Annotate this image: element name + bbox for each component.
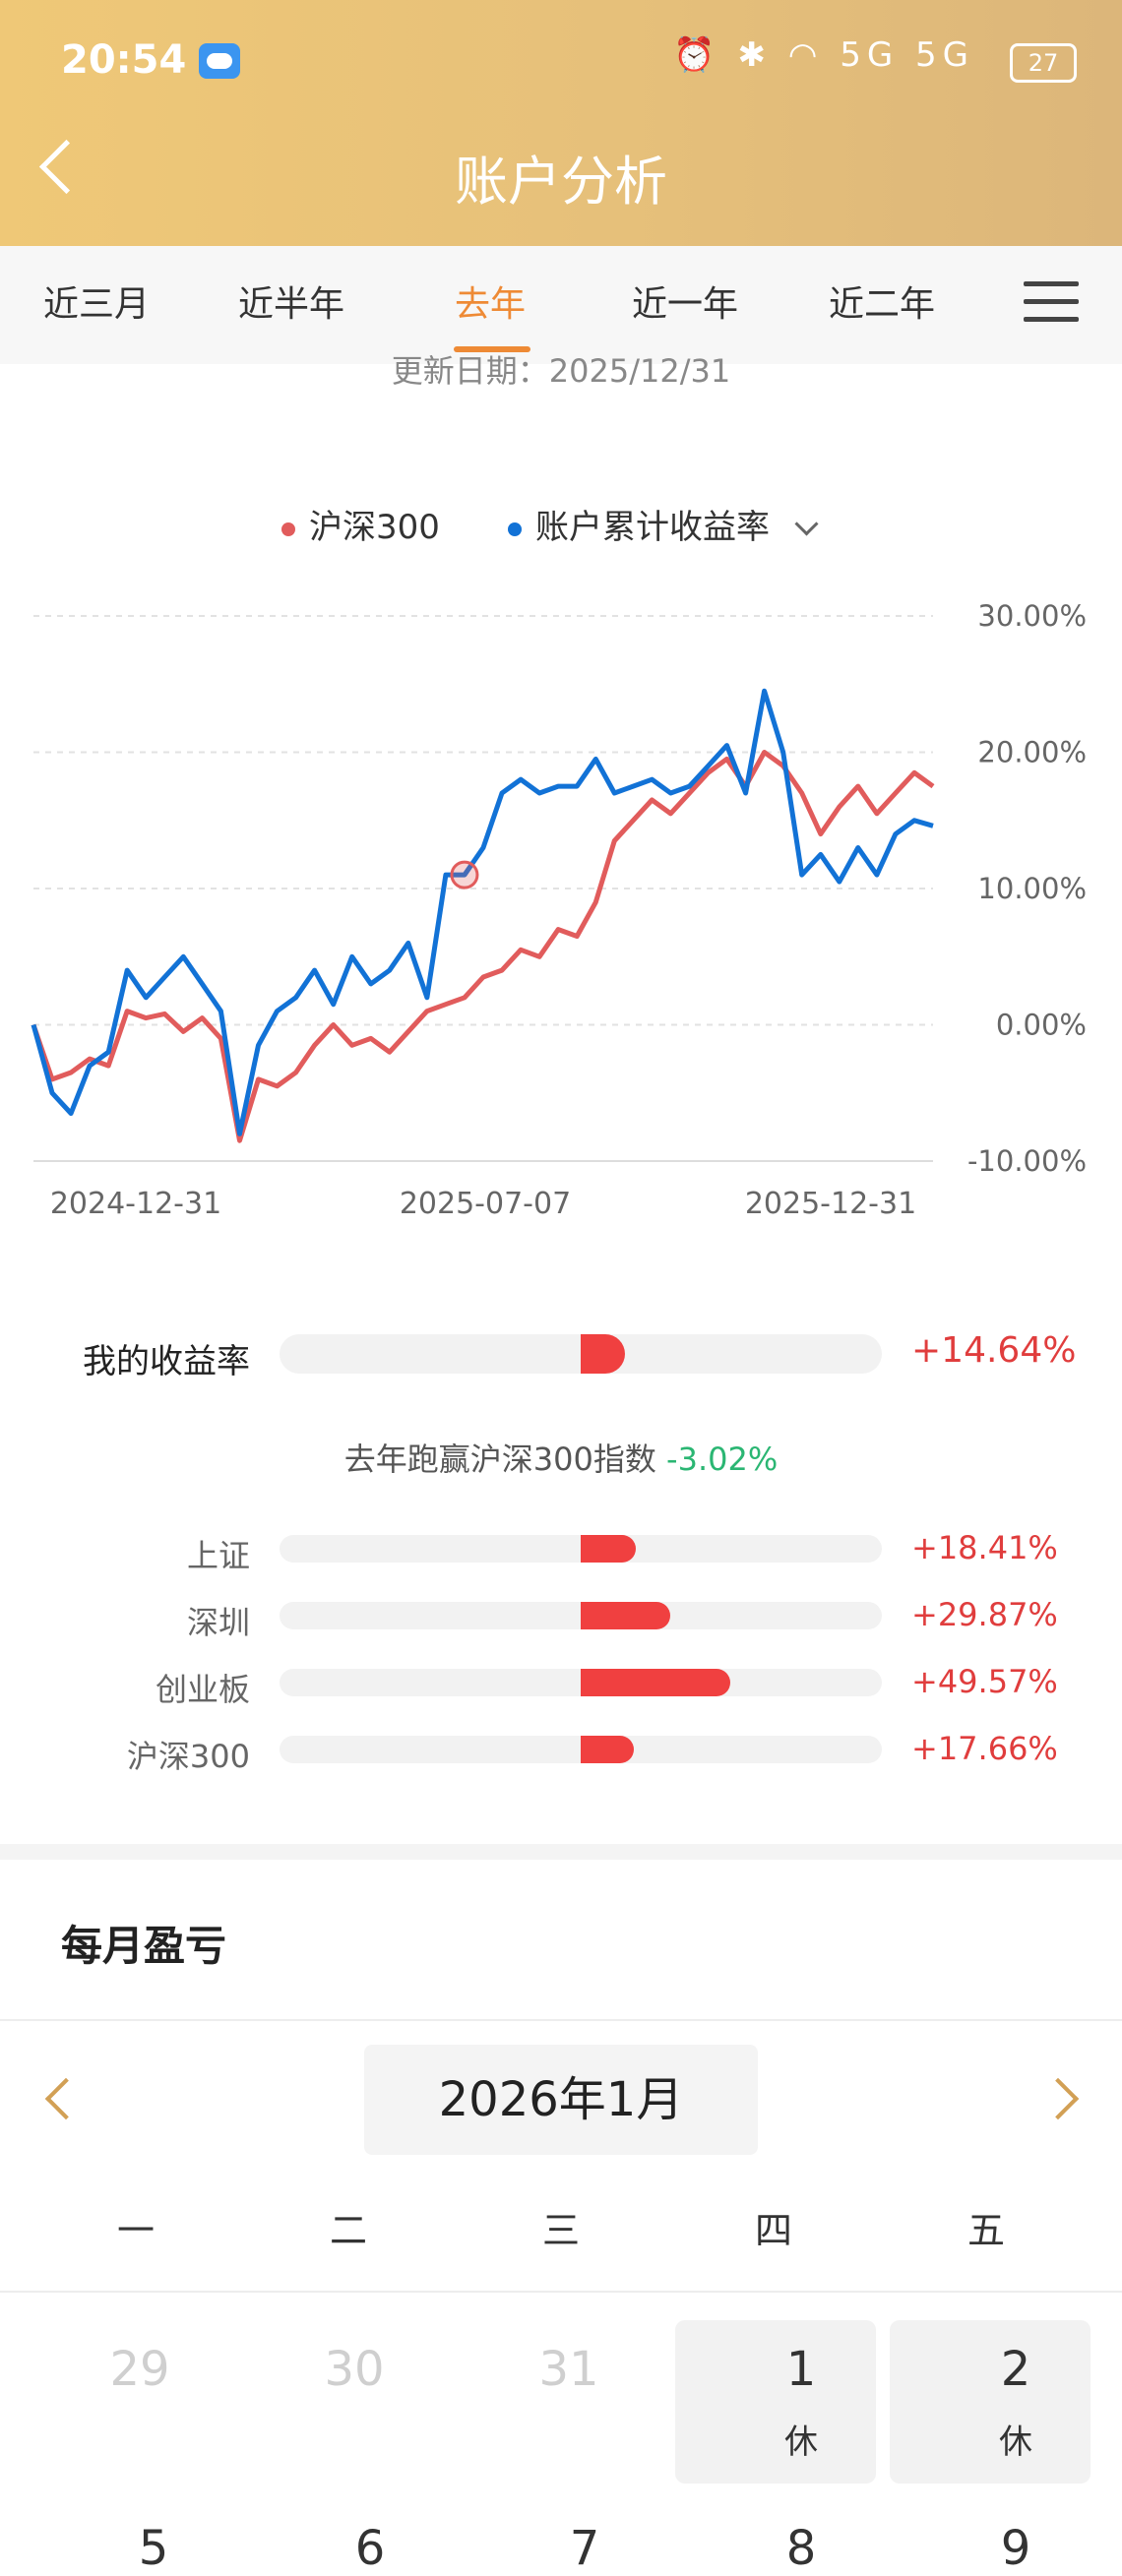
calendar-day[interactable]: 31 xyxy=(538,2342,599,2397)
tab-3m[interactable]: 近三月 xyxy=(43,284,151,325)
legend-dot-red xyxy=(281,521,295,536)
tab-2y[interactable]: 近二年 xyxy=(829,284,936,325)
calendar-day[interactable]: 1 xyxy=(785,2342,817,2397)
weekday-fri: 五 xyxy=(966,2209,1005,2252)
index-bar-track xyxy=(280,1535,882,1563)
index-bar-track xyxy=(280,1736,882,1763)
next-month-icon[interactable] xyxy=(1036,2077,1080,2120)
holiday-badge: 休 xyxy=(999,2423,1032,2462)
period-tabs: 近三月 近半年 去年 近一年 近二年 xyxy=(0,246,1122,364)
weekday-thu: 四 xyxy=(754,2209,792,2252)
month-selector[interactable]: 2026年1月 xyxy=(364,2045,758,2155)
tab-last-year[interactable]: 去年 xyxy=(455,284,527,325)
weekday-mon: 一 xyxy=(116,2209,155,2252)
section-divider xyxy=(0,1844,1122,1860)
y-tick-label: 30.00% xyxy=(977,599,1087,633)
index-label: 沪深300 xyxy=(126,1738,250,1775)
status-time: 20:54 xyxy=(61,37,187,83)
chevron-down-icon[interactable] xyxy=(794,512,819,536)
calendar-day[interactable]: 30 xyxy=(324,2342,385,2397)
index-bar-fill xyxy=(581,1602,671,1629)
y-tick-label: 0.00% xyxy=(996,1009,1087,1042)
index-bar-fill xyxy=(581,1535,637,1563)
legend-account-return[interactable]: 账户累计收益率 xyxy=(508,500,819,548)
index-label: 上证 xyxy=(186,1537,250,1574)
y-axis-labels: 30.00% 20.00% 10.00% 0.00% -10.00% xyxy=(967,599,1087,1178)
x-tick-label: 2025-12-31 xyxy=(745,1187,916,1221)
battery-icon: 27 xyxy=(1010,43,1077,83)
series-line-account xyxy=(31,688,934,1136)
chart-marker xyxy=(450,860,479,889)
calendar-day[interactable]: 8 xyxy=(785,2521,817,2576)
index-bar-fill xyxy=(581,1736,635,1763)
calendar-day[interactable]: 7 xyxy=(569,2521,600,2576)
page-title: 账户分析 xyxy=(455,151,667,213)
calendar-day[interactable]: 2 xyxy=(1000,2342,1031,2397)
series-line-hs300 xyxy=(31,750,935,1143)
calendar-day[interactable]: 6 xyxy=(354,2521,386,2576)
active-tab-indicator xyxy=(454,346,530,352)
divider-line xyxy=(0,2019,1122,2021)
my-return-bar-fill xyxy=(581,1334,625,1374)
chart-grid xyxy=(33,615,933,1162)
x-tick-label: 2024-12-31 xyxy=(50,1187,221,1221)
index-label: 深圳 xyxy=(186,1604,250,1641)
divider-line xyxy=(0,2291,1122,2293)
index-value: +29.87% xyxy=(911,1596,1058,1633)
beat-index-line: 去年跑赢沪深300指数 -3.02% xyxy=(343,1441,779,1478)
chart-series xyxy=(31,688,935,1143)
update-date: 更新日期：2025/12/31 xyxy=(391,352,731,390)
weekday-tue: 二 xyxy=(329,2209,367,2252)
my-return-label: 我的收益率 xyxy=(83,1342,250,1381)
weekday-wed: 三 xyxy=(541,2209,580,2252)
menu-icon[interactable] xyxy=(1024,277,1079,325)
legend-dot-blue xyxy=(508,521,522,536)
index-bar-fill xyxy=(581,1669,730,1696)
calendar-day[interactable]: 9 xyxy=(1000,2521,1031,2576)
calendar-day[interactable]: 5 xyxy=(138,2521,169,2576)
monthly-title: 每月盈亏 xyxy=(61,1922,227,1970)
calendar-day-card[interactable] xyxy=(675,2320,876,2484)
app-header xyxy=(0,0,1122,246)
index-value: +49.57% xyxy=(911,1663,1058,1700)
return-chart: 30.00% 20.00% 10.00% 0.00% -10.00% 2024-12-3… xyxy=(31,599,1087,1221)
weather-icon xyxy=(199,43,240,79)
legend-hs300[interactable]: 沪深300 xyxy=(281,500,440,548)
y-tick-label: -10.00% xyxy=(967,1144,1087,1178)
trade-marker xyxy=(450,860,479,889)
x-axis-labels: 2024-12-31 2025-07-07 2025-12-31 xyxy=(50,1187,916,1221)
calendar-day-card[interactable] xyxy=(890,2320,1091,2484)
index-value: +18.41% xyxy=(911,1529,1058,1566)
status-icons: ⏰ ✱ ◠ 5G 5G xyxy=(673,35,974,75)
prev-month-icon[interactable] xyxy=(44,2077,88,2120)
index-label: 创业板 xyxy=(155,1671,250,1708)
y-tick-label: 20.00% xyxy=(977,736,1087,769)
tab-1y[interactable]: 近一年 xyxy=(632,284,739,325)
tab-6m[interactable]: 近半年 xyxy=(238,284,345,325)
holiday-badge: 休 xyxy=(784,2423,818,2462)
my-return-bar-track xyxy=(280,1334,882,1374)
x-tick-label: 2025-07-07 xyxy=(400,1187,571,1221)
index-bar-track xyxy=(280,1669,882,1696)
beat-index-value: -3.02% xyxy=(666,1441,779,1478)
calendar-day[interactable]: 29 xyxy=(109,2342,170,2397)
index-value: +17.66% xyxy=(911,1730,1058,1767)
y-tick-label: 10.00% xyxy=(977,872,1087,905)
index-bar-track xyxy=(280,1602,882,1629)
my-return-value: +14.64% xyxy=(911,1330,1077,1371)
